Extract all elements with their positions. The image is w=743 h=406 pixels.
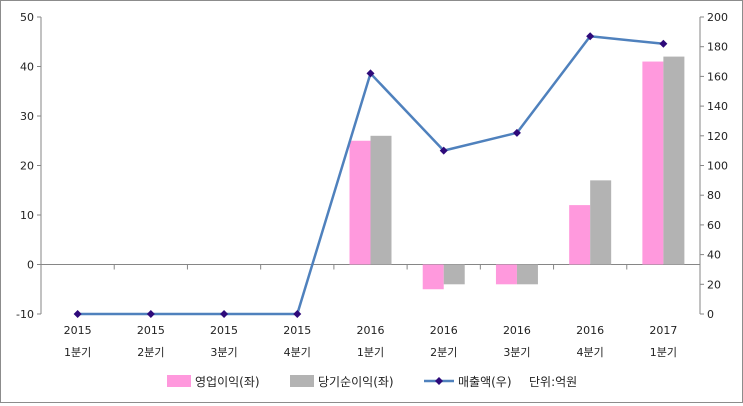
net-income-bar xyxy=(590,180,612,265)
revenue-marker xyxy=(146,310,155,318)
legend-label-net-income: 당기순이익(좌) xyxy=(318,375,394,389)
net-income-bar xyxy=(663,56,685,265)
right-tick-label: 100 xyxy=(707,160,728,173)
revenue-marker xyxy=(586,32,595,41)
operating-profit-bar xyxy=(349,140,371,265)
category-quarter-label: 3분기 xyxy=(210,346,237,359)
operating-profit-bar xyxy=(495,264,517,285)
revenue-marker xyxy=(220,310,229,318)
category-year-label: 2015 xyxy=(137,324,165,337)
net-income-bar xyxy=(516,264,538,285)
category-quarter-label: 4분기 xyxy=(284,346,311,359)
right-tick-label: 140 xyxy=(707,100,728,113)
legend-swatch-operating-profit xyxy=(167,375,191,387)
legend-label-operating-profit: 영업이익(좌) xyxy=(195,375,260,389)
category-quarter-label: 4분기 xyxy=(577,346,604,359)
left-tick-label: 20 xyxy=(20,160,34,173)
category-quarter-label: 1분기 xyxy=(357,346,384,359)
operating-profit-bar xyxy=(569,205,591,265)
left-tick-label: 40 xyxy=(20,61,34,74)
right-tick-label: 20 xyxy=(707,278,721,291)
revenue-marker xyxy=(73,310,82,318)
revenue-marker xyxy=(439,146,448,155)
category-quarter-label: 1분기 xyxy=(64,346,91,359)
legend-swatch-net-income xyxy=(290,375,314,387)
legend-swatch-revenue-marker xyxy=(435,377,443,385)
category-year-label: 2015 xyxy=(210,324,238,337)
right-tick-label: 160 xyxy=(707,70,728,83)
category-quarter-label: 2분기 xyxy=(430,346,457,359)
net-income-bar xyxy=(370,135,392,265)
operating-profit-bar xyxy=(422,264,444,290)
operating-profit-bar xyxy=(642,61,664,265)
revenue-marker xyxy=(293,310,302,318)
unit-note: 단위:억원 xyxy=(529,375,577,389)
right-tick-label: 60 xyxy=(707,219,721,232)
category-year-label: 2016 xyxy=(430,324,458,337)
left-tick-label: 50 xyxy=(20,11,34,24)
right-tick-label: 80 xyxy=(707,189,721,202)
left-tick-label: 30 xyxy=(20,110,34,123)
right-tick-label: 180 xyxy=(707,41,728,54)
right-tick-label: 0 xyxy=(707,308,714,321)
left-tick-label: 10 xyxy=(20,209,34,222)
legend-label-revenue: 매출액(우) xyxy=(458,375,512,389)
category-quarter-label: 2분기 xyxy=(137,346,164,359)
category-year-label: 2016 xyxy=(503,324,531,337)
category-year-label: 2015 xyxy=(283,324,311,337)
right-tick-label: 200 xyxy=(707,11,728,24)
net-income-bar xyxy=(443,264,465,285)
revenue-marker xyxy=(659,39,668,48)
category-year-label: 2016 xyxy=(576,324,604,337)
left-tick-label: -10 xyxy=(16,308,34,321)
right-tick-label: 40 xyxy=(707,249,721,262)
category-year-label: 2017 xyxy=(649,324,677,337)
left-tick-label: 0 xyxy=(27,259,34,272)
revenue-marker xyxy=(512,128,521,137)
category-year-label: 2016 xyxy=(357,324,385,337)
right-tick-label: 120 xyxy=(707,130,728,143)
revenue-marker xyxy=(366,69,375,78)
category-quarter-label: 3분기 xyxy=(503,346,530,359)
category-quarter-label: 1분기 xyxy=(650,346,677,359)
category-year-label: 2015 xyxy=(64,324,92,337)
